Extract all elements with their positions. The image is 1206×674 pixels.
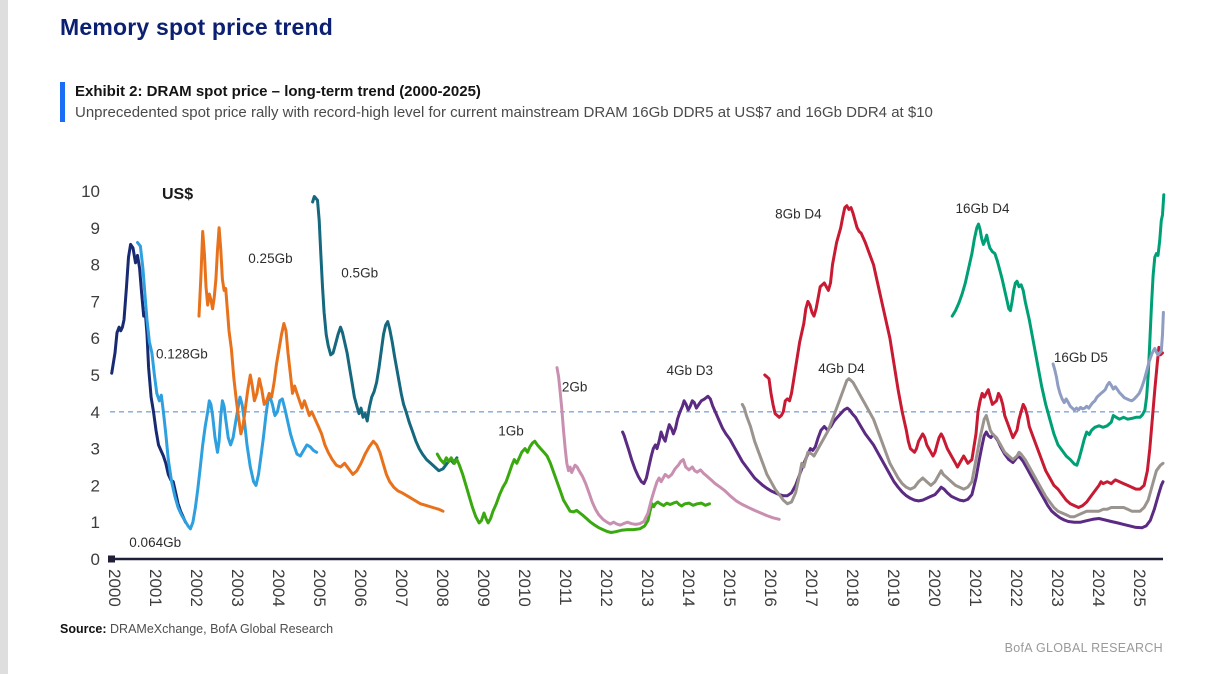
x-tick-label: 2017	[802, 569, 821, 607]
y-tick-label: 6	[91, 329, 100, 348]
y-tick-label: 2	[91, 476, 100, 495]
x-tick-label: 2006	[351, 569, 370, 607]
exhibit-text-block: Exhibit 2: DRAM spot price – long-term t…	[75, 82, 933, 122]
x-tick-label: 2021	[966, 569, 985, 607]
y-tick-label: 4	[91, 403, 100, 422]
y-axis-unit-label: US$	[162, 186, 193, 203]
x-tick-label: 2008	[433, 569, 452, 607]
series-label-0.5Gb: 0.5Gb	[341, 266, 378, 281]
series-line-4Gb D3	[621, 394, 1165, 530]
y-tick-label: 10	[81, 182, 100, 201]
series-line-16Gb D4	[950, 193, 1166, 467]
y-tick-label: 7	[91, 292, 100, 311]
series-label-16Gb D4: 16Gb D4	[956, 201, 1011, 216]
x-tick-label: 2016	[761, 569, 780, 607]
source-label: Source:	[60, 622, 107, 636]
y-tick-label: 3	[91, 440, 100, 459]
page-title: Memory spot price trend	[60, 14, 333, 40]
x-tick-label: 2004	[269, 569, 288, 607]
exhibit-title: Exhibit 2: DRAM spot price – long-term t…	[75, 83, 481, 100]
x-tick-label: 2023	[1048, 569, 1067, 607]
exhibit-header: Exhibit 2: DRAM spot price – long-term t…	[60, 82, 933, 122]
y-tick-label: 8	[91, 256, 100, 275]
series-line-0.128Gb	[136, 241, 319, 531]
series-line-2Gb	[555, 366, 781, 527]
y-tick-label: 0	[91, 550, 100, 569]
series-label-0.25Gb: 0.25Gb	[248, 251, 292, 266]
y-tick-label: 1	[91, 513, 100, 532]
series-label-8Gb D4: 8Gb D4	[775, 207, 822, 222]
x-tick-label: 2019	[884, 569, 903, 607]
series-label-4Gb D3: 4Gb D3	[667, 363, 714, 378]
series-line-16Gb D5	[1051, 310, 1165, 412]
x-tick-label: 2005	[310, 569, 329, 607]
x-tick-label: 2022	[1007, 569, 1026, 607]
series-label-16Gb D5: 16Gb D5	[1054, 350, 1108, 365]
exhibit-subtitle: Unprecedented spot price rally with reco…	[75, 104, 933, 121]
series-line-0.5Gb	[311, 195, 459, 473]
x-tick-label: 2013	[638, 569, 657, 607]
x-tick-label: 2007	[392, 569, 411, 607]
series-label-4Gb D4: 4Gb D4	[818, 361, 865, 376]
series-line-8Gb D4	[763, 204, 1164, 509]
exhibit-accent-bar	[60, 82, 65, 122]
y-tick-label: 9	[91, 219, 100, 238]
x-tick-label: 2015	[720, 569, 739, 607]
y-tick-label: 5	[91, 366, 100, 385]
x-tick-label: 2003	[228, 569, 247, 607]
series-label-1Gb: 1Gb	[498, 424, 524, 439]
x-tick-label: 2025	[1130, 569, 1149, 607]
x-tick-label: 2020	[925, 569, 944, 607]
series-line-0.064Gb	[110, 242, 187, 524]
series-label-0.064Gb: 0.064Gb	[129, 535, 181, 550]
x-tick-label: 2010	[515, 569, 534, 607]
footer-brand: BofA GLOBAL RESEARCH	[1004, 641, 1163, 655]
series-label-0.128Gb: 0.128Gb	[156, 346, 208, 361]
series-line-1Gb	[435, 439, 711, 534]
x-tick-label: 2002	[187, 569, 206, 607]
series-line-4Gb D4	[740, 377, 1165, 519]
window-edge-strip	[0, 0, 8, 674]
x-axis-start-marker	[108, 555, 115, 563]
source-text: DRAMeXchange, BofA Global Research	[110, 622, 334, 636]
series-line-0.25Gb	[197, 226, 445, 513]
x-tick-label: 2011	[556, 569, 575, 606]
x-tick-label: 2024	[1089, 569, 1108, 607]
x-tick-label: 2014	[679, 569, 698, 607]
series-label-2Gb: 2Gb	[562, 380, 588, 395]
x-tick-label: 2009	[474, 569, 493, 607]
x-tick-label: 2018	[843, 569, 862, 607]
x-tick-label: 2000	[105, 569, 124, 607]
x-tick-label: 2012	[597, 569, 616, 607]
x-tick-label: 2001	[146, 569, 165, 607]
source-note: Source: DRAMeXchange, BofA Global Resear…	[60, 622, 333, 636]
